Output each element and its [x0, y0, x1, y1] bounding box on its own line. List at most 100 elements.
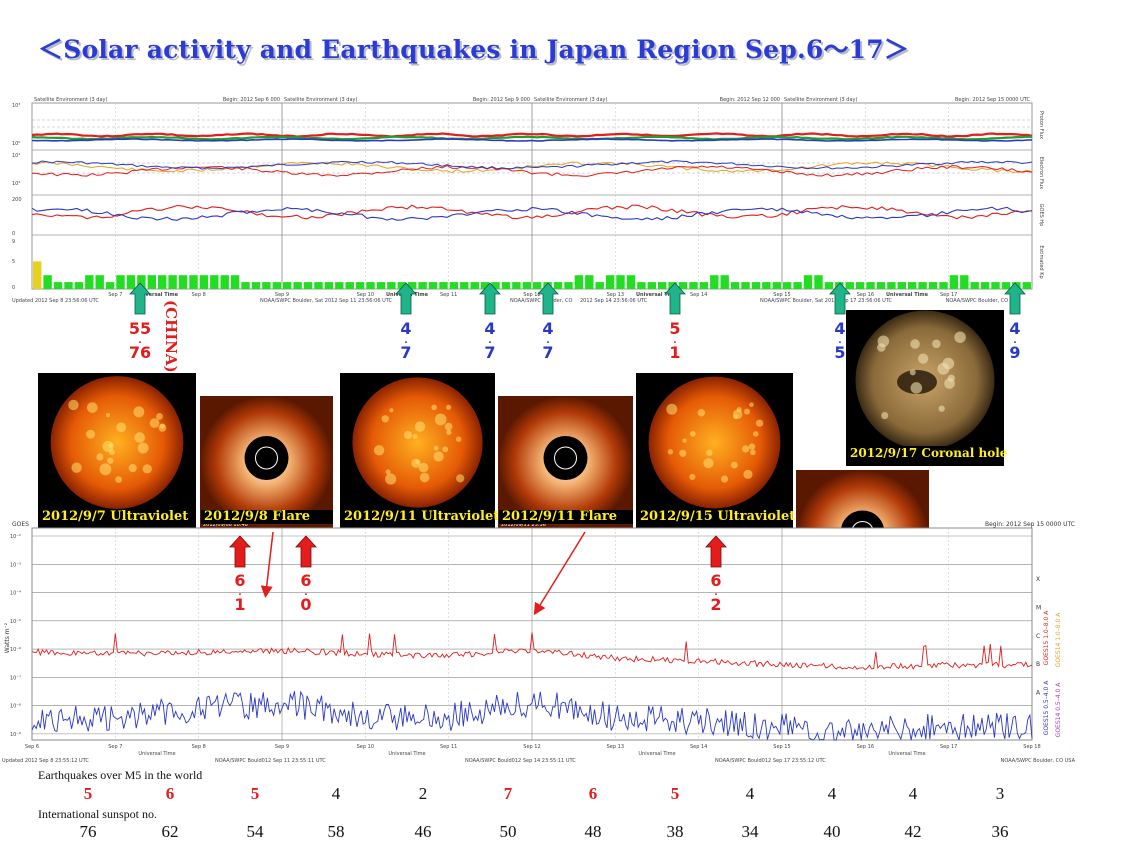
sat-tick-label: Sep 16	[857, 292, 874, 298]
flux-lines	[31, 132, 1033, 221]
sat-tick-label: Sep 14	[690, 292, 707, 298]
y-tick: 10³	[12, 103, 20, 109]
active-region	[697, 409, 706, 417]
kp-bar	[605, 275, 615, 289]
active-region	[431, 404, 437, 411]
sunspot-number: 58	[327, 822, 345, 841]
active-region	[96, 453, 104, 461]
panel-header-left: Satellite Environment (3 day)	[34, 97, 108, 103]
active-region	[115, 476, 122, 484]
sun-disk	[352, 377, 483, 508]
bright-region	[910, 382, 923, 394]
magnitude-bottom: 7	[400, 343, 412, 362]
active-region	[433, 445, 439, 451]
active-region	[99, 463, 112, 476]
kp-bar	[137, 275, 146, 289]
kp-bar	[491, 282, 500, 289]
active-region	[433, 451, 444, 462]
kp-bar	[397, 282, 406, 289]
y-tick: 10⁴	[12, 153, 20, 159]
active-region	[732, 409, 743, 420]
earthquake-count: 6	[165, 784, 175, 803]
right-label: GOES Hp	[1038, 204, 1044, 227]
earthquakes-label: Earthquakes over M5 in the world	[38, 768, 203, 782]
sat-footer: 2012 Sep 14 23:56:06 UTC	[580, 298, 648, 304]
magnitude-bottom: 7	[542, 343, 554, 362]
kp-bar	[387, 282, 396, 289]
kp-bar	[783, 282, 792, 289]
magnitude-separator: .	[238, 588, 242, 598]
magnitude-separator: .	[714, 588, 718, 598]
kp-bar	[74, 282, 84, 289]
sat-footer: NOAA/SWPC Boulder, CO	[510, 298, 572, 304]
sat-tick-label: Sep 10	[357, 292, 374, 298]
xray-footer: NOAA/SWPC Bould012 Sep 14 23:55:11 UTC	[465, 758, 576, 763]
earthquake-count: 4	[745, 784, 755, 803]
bright-region	[909, 369, 916, 376]
earthquake-note: (CHINA)	[162, 300, 180, 373]
panel-headers: Satellite Environment (3 day) Begin: 2012…	[34, 97, 1030, 103]
bright-region	[876, 343, 886, 352]
kp-bar	[428, 282, 438, 289]
active-region	[403, 430, 413, 440]
kp-bar	[533, 282, 542, 289]
xray-header-right: Begin: 2012 Sep 15 0000 UTC	[985, 521, 1075, 528]
kp-bar	[949, 275, 959, 289]
sat-tick-label: Sep 8	[192, 292, 206, 298]
flare-class-label: M	[1036, 604, 1041, 611]
kp-bar	[897, 282, 906, 289]
panel-header-left: Satellite Environment (3 day)	[534, 97, 608, 103]
kp-bar	[689, 282, 698, 289]
active-region	[730, 461, 738, 469]
active-region	[102, 440, 114, 452]
active-region	[666, 403, 678, 415]
xray-y-tick: 10⁻⁸	[10, 704, 21, 710]
sunspot-number: 54	[246, 822, 264, 841]
active-region	[743, 408, 751, 415]
kp-bar	[730, 282, 740, 289]
kp-bar	[710, 275, 719, 289]
xray-flux-chart: GOES Begin: 2012 Sep 15 0000 UTC 10⁻² 10⁻³ 1…	[2, 521, 1076, 763]
magnitude-bottom: 1	[234, 595, 246, 614]
image-timestamp: 2012/09/11 23:36	[501, 522, 546, 528]
kp-bar	[918, 282, 927, 289]
kp-bar	[512, 282, 521, 289]
xray-axis-label: Universal Time	[638, 751, 675, 757]
kp-bar	[64, 282, 73, 289]
xray-footer: NOAA/SWPC Boulder, CO USA	[1001, 758, 1076, 763]
kp-bar	[303, 282, 313, 289]
kp-bar	[637, 282, 646, 289]
xray-labels: GOES Begin: 2012 Sep 15 0000 UTC 10⁻² 10⁻³ 1…	[2, 521, 1076, 763]
kp-bar	[251, 282, 261, 289]
sunspot-number: 40	[823, 822, 841, 841]
bright-region	[918, 353, 929, 364]
earthquake-count: 4	[331, 784, 341, 803]
kp-bar	[772, 282, 781, 289]
earthquake-arrows	[129, 282, 1026, 315]
kp-bar	[210, 275, 219, 289]
kp-bar	[220, 275, 229, 289]
kp-bar	[439, 282, 448, 289]
earthquake-count: 3	[995, 784, 1005, 803]
active-region	[748, 443, 756, 450]
active-region	[679, 449, 687, 457]
sat-axis-label: Universal Time	[136, 292, 179, 298]
kp-bar	[522, 282, 531, 289]
xray-tick-label: Sep 10	[357, 744, 374, 750]
sat-tick-label: Sep 7	[108, 292, 122, 298]
magnitude-top: 6	[300, 571, 312, 590]
xray-y-tick: 10⁻⁶	[10, 647, 21, 653]
kp-bar	[293, 282, 302, 289]
xray-y-tick: 10⁻⁴	[10, 591, 21, 597]
y-tick: 0	[12, 231, 15, 237]
earthquake-magnitude: 5.1	[655, 320, 695, 362]
kp-bar	[1001, 282, 1011, 289]
sunspot-number: 38	[666, 822, 684, 841]
bright-region	[932, 339, 941, 349]
sat-footer: Updated 2012 Sep 8 23:56:06 UTC	[12, 298, 99, 304]
kp-bar	[814, 275, 823, 289]
kp-bar	[116, 275, 125, 289]
y-tick: 200	[12, 197, 22, 203]
solar-image-sun-hole	[846, 310, 1004, 466]
xray-series-line	[31, 690, 1033, 741]
